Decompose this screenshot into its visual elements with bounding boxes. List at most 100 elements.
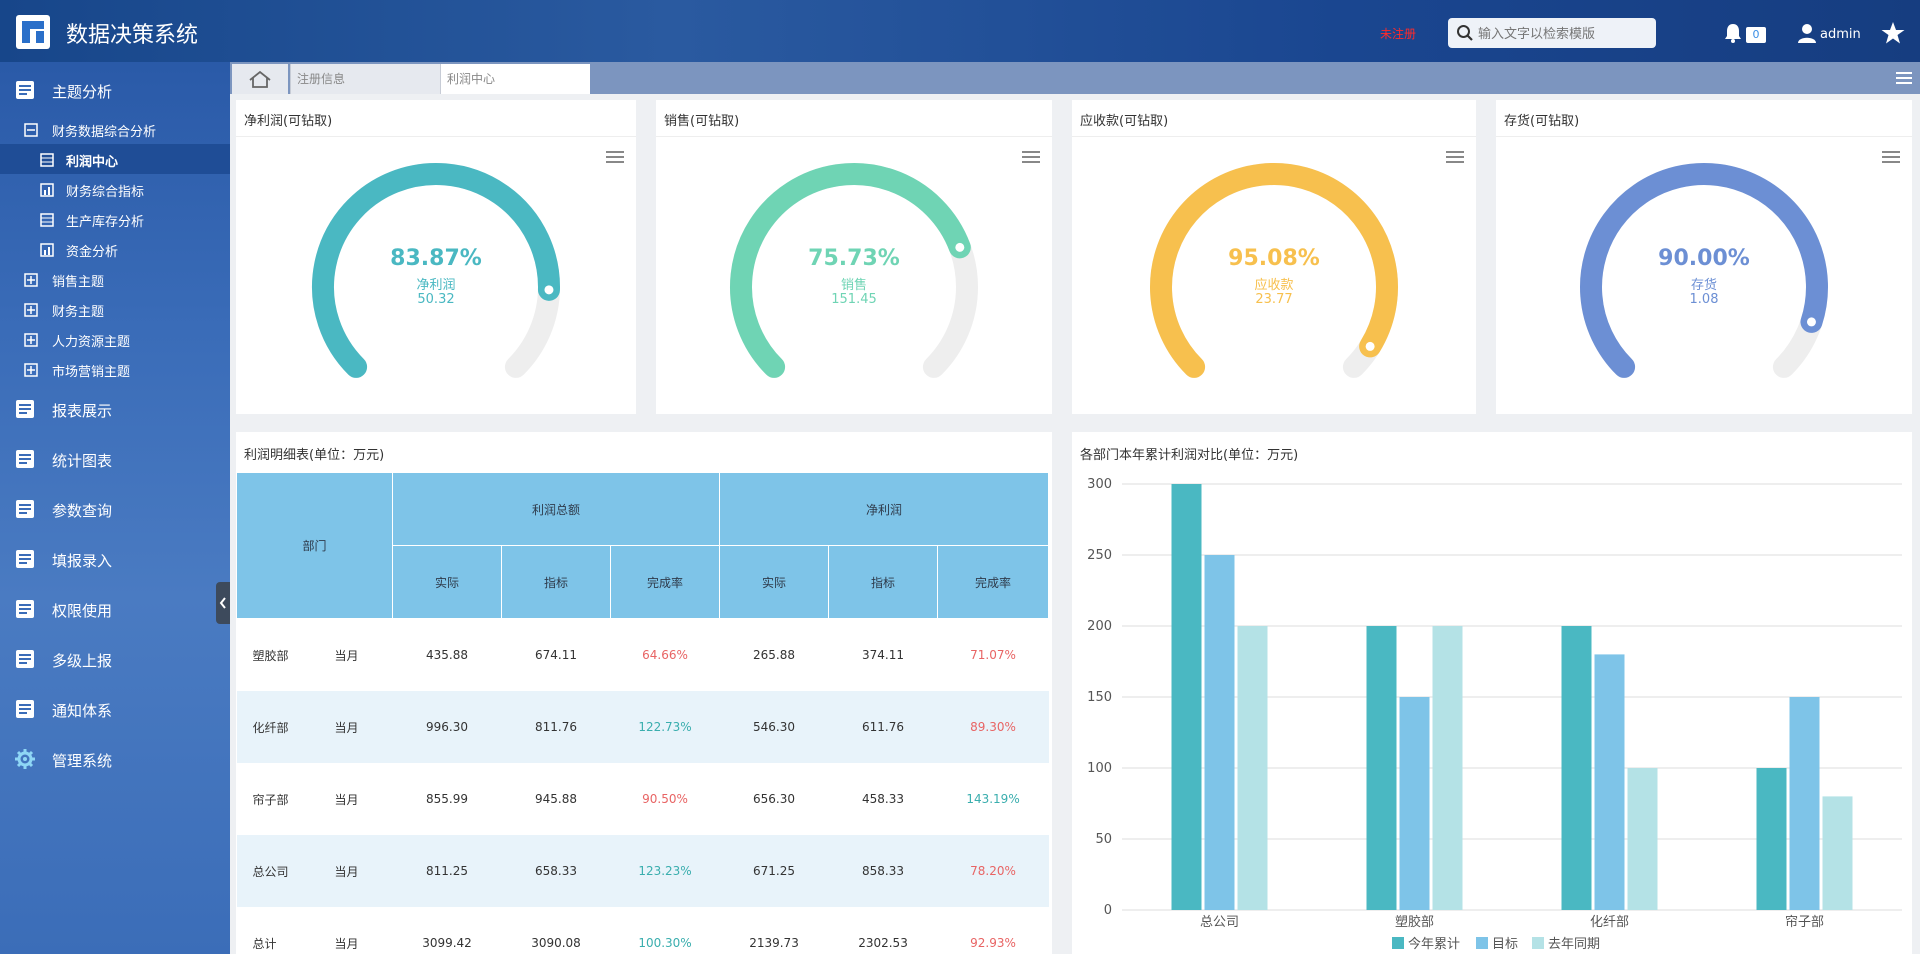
y-tick-label: 250 (1087, 548, 1112, 563)
sidebar-item-admin-system[interactable]: 管理系统 (0, 734, 230, 784)
dept-name: 塑胶部 (252, 648, 289, 663)
user-icon[interactable] (1796, 22, 1818, 44)
gauge-value: 151.45 (831, 292, 877, 307)
sidebar-item-label: 参数查询 (52, 502, 113, 520)
sidebar-item-finance-analysis[interactable]: 财务数据综合分析 (0, 114, 230, 144)
subheader-actual: 实际 (392, 545, 502, 619)
sidebar-item-data-entry[interactable]: 填报录入 (0, 534, 230, 584)
report-icon (16, 400, 34, 418)
gauge-card-receivables[interactable]: 应收款(可钻取) 95.08% 应收款 23.77 (1072, 100, 1476, 414)
sidebar-item-notifications[interactable]: 通知体系 (0, 684, 230, 734)
tab-register-info[interactable]: 注册信息 (290, 64, 440, 94)
search-input[interactable] (1476, 23, 1652, 45)
sidebar-item-label: 权限使用 (52, 602, 113, 620)
sidebar-item-param-query[interactable]: 参数查询 (0, 484, 230, 534)
rate-cell: 143.19% (966, 792, 1020, 806)
gauge-card-net-profit[interactable]: 净利润(可钻取) 83.87% 净利润 50.32 (236, 100, 636, 414)
bar (1171, 484, 1202, 910)
value-cell: 674.11 (535, 648, 577, 662)
table-row: 总计 当月 3099.42 3090.08 100.30% 2139.73 2302.53 9… (237, 907, 1049, 954)
period: 当月 (334, 864, 359, 879)
rate-cell: 71.07% (970, 648, 1016, 662)
table-icon (40, 213, 54, 227)
bar (1237, 626, 1268, 910)
sidebar-item-marketing-topic[interactable]: 市场营销主题 (0, 354, 230, 384)
gauge-label: 销售 (840, 278, 867, 293)
subheader-actual: 实际 (719, 545, 830, 619)
username[interactable]: admin (1820, 27, 1861, 42)
legend-swatch (1476, 937, 1488, 949)
sidebar-item-reports[interactable]: 报表展示 (0, 384, 230, 434)
sidebar-item-label: 通知体系 (52, 702, 113, 720)
sidebar-item-finance-indicators[interactable]: 财务综合指标 (0, 174, 230, 204)
sidebar-item-label: 资金分析 (66, 245, 119, 260)
bar (1366, 626, 1397, 910)
gauge-label: 存货 (1690, 278, 1717, 293)
y-tick-label: 150 (1087, 690, 1112, 705)
value-cell: 435.88 (426, 648, 468, 662)
rate-cell: 90.50% (642, 792, 688, 806)
value-cell: 858.33 (828, 835, 938, 907)
app-title: 数据决策系统 (66, 23, 199, 48)
bell-icon[interactable] (1722, 22, 1744, 44)
tab-strip: 注册信息 利润中心 (230, 62, 1920, 94)
value-cell: 658.33 (501, 835, 611, 907)
bar (1822, 796, 1853, 910)
y-tick-label: 50 (1095, 832, 1112, 847)
tab-home[interactable] (232, 64, 288, 94)
period: 当月 (334, 936, 359, 951)
value-cell: 811.25 (392, 835, 502, 907)
plus-box-icon (24, 303, 38, 317)
sidebar-item-inventory-analysis[interactable]: 生产库存分析 (0, 204, 230, 234)
sidebar-item-sales-topic[interactable]: 销售主题 (0, 264, 230, 294)
sidebar-item-label: 市场营销主题 (52, 365, 131, 380)
sidebar-item-label: 财务主题 (52, 305, 105, 320)
star-icon[interactable] (1880, 20, 1906, 46)
x-tick-label: 塑胶部 (1395, 914, 1434, 930)
plus-box-icon (24, 333, 38, 347)
sidebar-item-finance-topic[interactable]: 财务主题 (0, 294, 230, 324)
sidebar-item-topic-analysis[interactable]: 主题分析 (0, 65, 230, 115)
bar-chart-icon (40, 243, 54, 257)
gauge-percent: 90.00% (1658, 246, 1750, 271)
hamburger-menu-icon[interactable] (1894, 69, 1914, 87)
menu-icon[interactable] (1446, 150, 1464, 164)
sidebar-item-capital-analysis[interactable]: 资金分析 (0, 234, 230, 264)
unregistered-label[interactable]: 未注册 (1380, 27, 1417, 41)
sidebar-item-multilevel-report[interactable]: 多级上报 (0, 634, 230, 684)
gauge-chart (1580, 163, 1828, 378)
sidebar-collapse-button[interactable] (216, 582, 230, 624)
card-divider (1072, 136, 1476, 137)
gauge-card-inventory[interactable]: 存货(可钻取) 90.00% 存货 1.08 (1496, 100, 1912, 414)
sidebar-item-hr-topic[interactable]: 人力资源主题 (0, 324, 230, 354)
dept-name: 化纤部 (252, 720, 289, 735)
card-title: 应收款(可钻取) (1080, 114, 1169, 129)
menu-icon[interactable] (1882, 150, 1900, 164)
sidebar-item-stat-charts[interactable]: 统计图表 (0, 434, 230, 484)
sidebar-item-permissions[interactable]: 权限使用 (0, 584, 230, 634)
menu-icon[interactable] (1022, 150, 1040, 164)
legend-label: 今年累计 (1408, 936, 1460, 952)
legend-swatch (1532, 937, 1544, 949)
gauge-chart (730, 163, 978, 378)
sidebar-item-label: 管理系统 (52, 752, 113, 770)
legend-label: 目标 (1492, 937, 1518, 952)
sidebar-item-label: 填报录入 (52, 552, 113, 570)
sidebar-item-profit-center[interactable]: 利润中心 (0, 144, 230, 174)
menu-icon[interactable] (606, 150, 624, 164)
dept-name: 帘子部 (252, 792, 289, 807)
x-tick-label: 化纤部 (1590, 915, 1629, 930)
table-row: 总公司 当月 811.25 658.33 123.23% 671.25 858.33 78.2… (236, 835, 1049, 907)
search-box[interactable] (1448, 18, 1656, 48)
gauge-card-sales[interactable]: 销售(可钻取) 75.73% 销售 151.45 (656, 100, 1052, 414)
report-icon (16, 600, 34, 618)
tab-profit-center[interactable]: 利润中心 (440, 64, 590, 94)
header-net-profit: 净利润 (719, 472, 1050, 546)
card-divider (1496, 136, 1912, 137)
period: 当月 (334, 792, 359, 807)
gauge-chart (1150, 163, 1398, 378)
value-cell: 945.88 (535, 792, 577, 806)
y-tick-label: 100 (1087, 761, 1112, 776)
table-row: 塑胶部 当月 435.88 674.11 64.66% 265.88 374.11 71.07… (237, 619, 1049, 692)
